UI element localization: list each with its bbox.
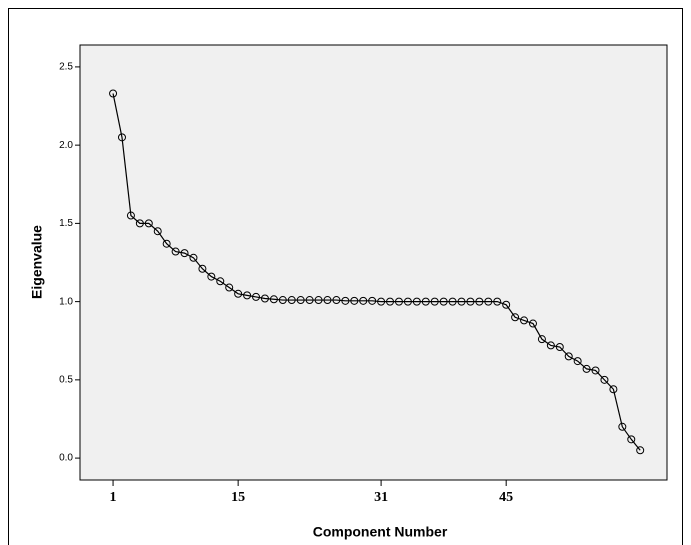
point (493, 297, 502, 306)
point (350, 296, 359, 305)
point (144, 219, 153, 228)
point (135, 219, 144, 228)
point (198, 264, 207, 273)
point (296, 296, 305, 305)
point (394, 297, 403, 306)
y-tick-label: 1.0 (59, 296, 73, 307)
point (609, 385, 618, 394)
x-tick-label: 31 (374, 490, 388, 505)
point (126, 211, 135, 220)
point (260, 294, 269, 303)
y-tick-label: 2.5 (59, 62, 73, 73)
point (573, 357, 582, 366)
point (377, 297, 386, 306)
y-tick-label: 2.0 (59, 140, 73, 151)
x-tick-label: 45 (499, 490, 513, 505)
point (332, 296, 341, 305)
point (207, 272, 216, 281)
point (287, 296, 296, 305)
point (448, 297, 457, 306)
point (278, 296, 287, 305)
point (475, 297, 484, 306)
point (564, 352, 573, 361)
point (466, 297, 475, 306)
point (243, 291, 252, 300)
point (457, 297, 466, 306)
point (171, 247, 180, 256)
line (112, 93, 641, 451)
x-axis-label: Component Number (313, 524, 448, 540)
x-tick-label: 15 (231, 490, 245, 505)
point (359, 296, 368, 305)
frame (8, 8, 683, 545)
y-tick-label: 1.5 (59, 218, 73, 229)
point (386, 297, 395, 306)
point (109, 89, 118, 98)
point (430, 297, 439, 306)
point (421, 297, 430, 306)
point (234, 289, 243, 298)
point (153, 227, 162, 236)
point (225, 283, 234, 292)
point (546, 341, 555, 350)
point (403, 297, 412, 306)
point (269, 295, 278, 304)
x-tick-label: 1 (110, 490, 117, 505)
point (305, 296, 314, 305)
point (511, 313, 520, 322)
point (341, 296, 350, 305)
point (189, 253, 198, 262)
point (484, 297, 493, 306)
point (117, 133, 126, 142)
point (627, 435, 636, 444)
point (555, 342, 564, 351)
point (180, 249, 189, 258)
plot-area (79, 44, 668, 481)
y-tick-label: 0.0 (59, 453, 73, 464)
point (582, 364, 591, 373)
point (618, 422, 627, 431)
point (591, 366, 600, 375)
point (528, 319, 537, 328)
point (162, 239, 171, 248)
point (252, 292, 261, 301)
y-tick-label: 0.5 (59, 374, 73, 385)
point (636, 446, 645, 455)
point (439, 297, 448, 306)
point (216, 277, 225, 286)
y-axis-label: Eigenvalue (29, 225, 45, 299)
point (502, 300, 511, 309)
point (368, 296, 377, 305)
point (537, 335, 546, 344)
point (600, 375, 609, 384)
point (323, 296, 332, 305)
point (520, 316, 529, 325)
point (412, 297, 421, 306)
point (314, 296, 323, 305)
